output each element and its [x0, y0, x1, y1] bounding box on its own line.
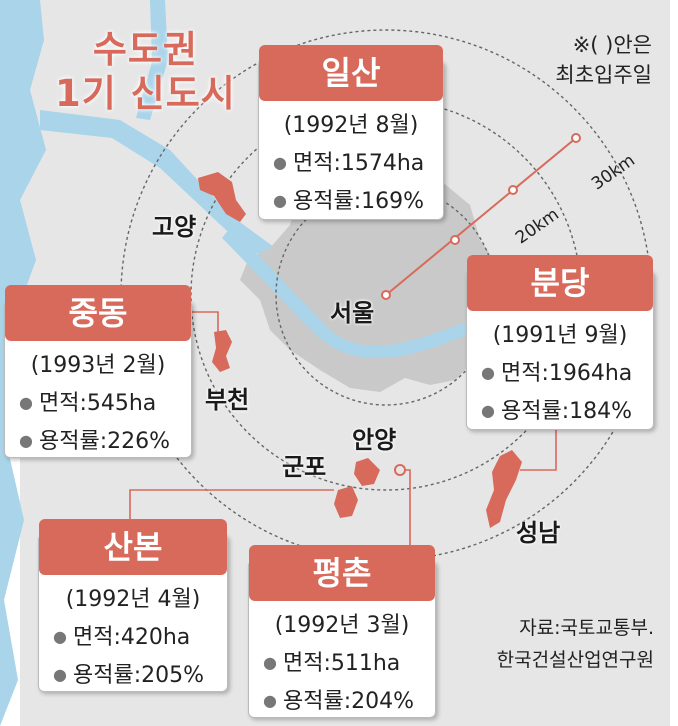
anyang-label: 안양: [352, 426, 397, 454]
city-card-ilsan: 일산 (1992년 8월) ● 면적:1574ha ● 용적률:169%: [258, 45, 444, 220]
gunpo-shape: [334, 486, 358, 518]
city-card-pyeongchon: 평촌 (1992년 3월) ● 면적:511ha ● 용적률:204%: [248, 545, 436, 720]
far-label: 용적률: [282, 689, 344, 714]
far-value: 184%: [569, 399, 633, 424]
area-value: 420ha: [120, 625, 191, 650]
seoul-label: 서울: [330, 299, 375, 327]
han-river: [222, 228, 520, 359]
seongnam-shape: [486, 450, 522, 528]
occupancy-date: (1992년 8월): [283, 113, 419, 138]
marker-20km: [508, 185, 518, 195]
area-label: 면적: [500, 361, 542, 386]
city-name: 평촌: [249, 545, 435, 601]
far-value: 226%: [107, 429, 171, 454]
city-name: 중동: [5, 285, 191, 341]
area-row: ● 면적:545ha: [19, 391, 157, 416]
note: ※( )안은 최초입주일: [512, 30, 652, 90]
far-label: 용적률: [38, 429, 100, 454]
note-line-1: ※( )안은: [572, 33, 652, 57]
bucheon-label: 부천: [205, 386, 250, 414]
area-value: 545ha: [86, 391, 157, 416]
area-label: 면적: [38, 391, 80, 416]
center-marker: [381, 290, 391, 300]
source-note: 자료:국토교통부. 한국건설산업연구원: [414, 612, 654, 676]
sea: [0, 0, 46, 726]
far-value: 205%: [141, 663, 205, 688]
far-row: ● 용적률:205%: [53, 663, 205, 688]
bullet-icon: ●: [481, 363, 495, 382]
note-line-2: 최초입주일: [555, 63, 652, 87]
far-label: 용적률: [500, 399, 562, 424]
city-details: (1992년 3월) ● 면적:511ha ● 용적률:204%: [263, 607, 427, 720]
bullet-icon: ●: [481, 401, 495, 420]
city-details: (1992년 4월) ● 면적:420ha ● 용적률:205%: [53, 581, 219, 694]
occupancy-date: (1992년 4월): [65, 587, 201, 612]
area-label: 면적: [292, 151, 334, 176]
city-name: 산본: [39, 519, 227, 575]
city-name: 분당: [467, 255, 653, 311]
bucheon-shape: [212, 330, 232, 372]
bullet-icon: ●: [53, 627, 67, 646]
source-line-1: 자료:국토교통부.: [519, 617, 654, 639]
occupancy-date: (1992년 3월): [274, 613, 410, 638]
city-card-bundang: 분당 (1991년 9월) ● 면적:1964ha ● 용적률:184%: [466, 255, 654, 430]
connector-pyeongchon: [405, 469, 411, 545]
bullet-icon: ●: [263, 653, 277, 672]
city-details: (1991년 9월) ● 면적:1964ha ● 용적률:184%: [481, 317, 645, 430]
bullet-icon: ●: [273, 153, 287, 172]
area-row: ● 면적:1964ha: [481, 361, 633, 386]
area-value: 511ha: [330, 651, 401, 676]
far-label: 용적률: [292, 189, 354, 214]
occupancy-date: (1993년 2월): [30, 353, 166, 378]
connector-bundang: [520, 410, 557, 471]
anyang-shape: [354, 458, 380, 486]
city-details: (1993년 2월) ● 면적:545ha ● 용적률:226%: [19, 347, 183, 460]
city-name: 일산: [259, 45, 443, 101]
marker-30km: [571, 133, 581, 143]
radius-line: [385, 137, 577, 296]
seongnam-label: 성남: [516, 519, 561, 547]
han-river-estuary: [40, 110, 300, 272]
area-row: ● 면적:420ha: [53, 625, 191, 650]
far-value: 204%: [351, 689, 415, 714]
bullet-icon: ●: [19, 393, 33, 412]
far-value: 169%: [361, 189, 425, 214]
map-title: 수도권 1기 신도시: [55, 28, 236, 116]
bullet-icon: ●: [273, 191, 287, 210]
bullet-icon: ●: [53, 665, 67, 684]
far-row: ● 용적률:226%: [19, 429, 171, 454]
area-label: 면적: [72, 625, 114, 650]
gunpo-label: 군포: [282, 453, 327, 481]
source-line-2: 한국건설산업연구원: [496, 649, 654, 671]
area-row: ● 면적:1574ha: [273, 151, 425, 176]
far-row: ● 용적률:169%: [273, 189, 425, 214]
marker-10km: [450, 235, 460, 245]
title-line-1: 수도권: [92, 28, 198, 71]
far-row: ● 용적률:184%: [481, 399, 633, 424]
title-line-2: 1기 신도시: [55, 72, 236, 115]
city-details: (1992년 8월) ● 면적:1574ha ● 용적률:169%: [273, 107, 435, 220]
goyang-shape: [198, 172, 246, 222]
city-card-sanbon: 산본 (1992년 4월) ● 면적:420ha ● 용적률:205%: [38, 519, 228, 694]
area-value: 1574ha: [340, 151, 425, 176]
bullet-icon: ●: [263, 691, 277, 710]
imjin-river: [136, 0, 168, 120]
occupancy-date: (1991년 9월): [492, 323, 628, 348]
bullet-icon: ●: [19, 431, 33, 450]
far-row: ● 용적률:204%: [263, 689, 415, 714]
far-label: 용적률: [72, 663, 134, 688]
area-value: 1964ha: [548, 361, 633, 386]
city-card-jungdong: 중동 (1993년 2월) ● 면적:545ha ● 용적률:226%: [4, 285, 192, 460]
connector-sanbon: [129, 489, 334, 520]
area-label: 면적: [282, 651, 324, 676]
connector-jungdong: [190, 311, 219, 336]
goyang-label: 고양: [152, 213, 197, 241]
area-row: ● 면적:511ha: [263, 651, 401, 676]
